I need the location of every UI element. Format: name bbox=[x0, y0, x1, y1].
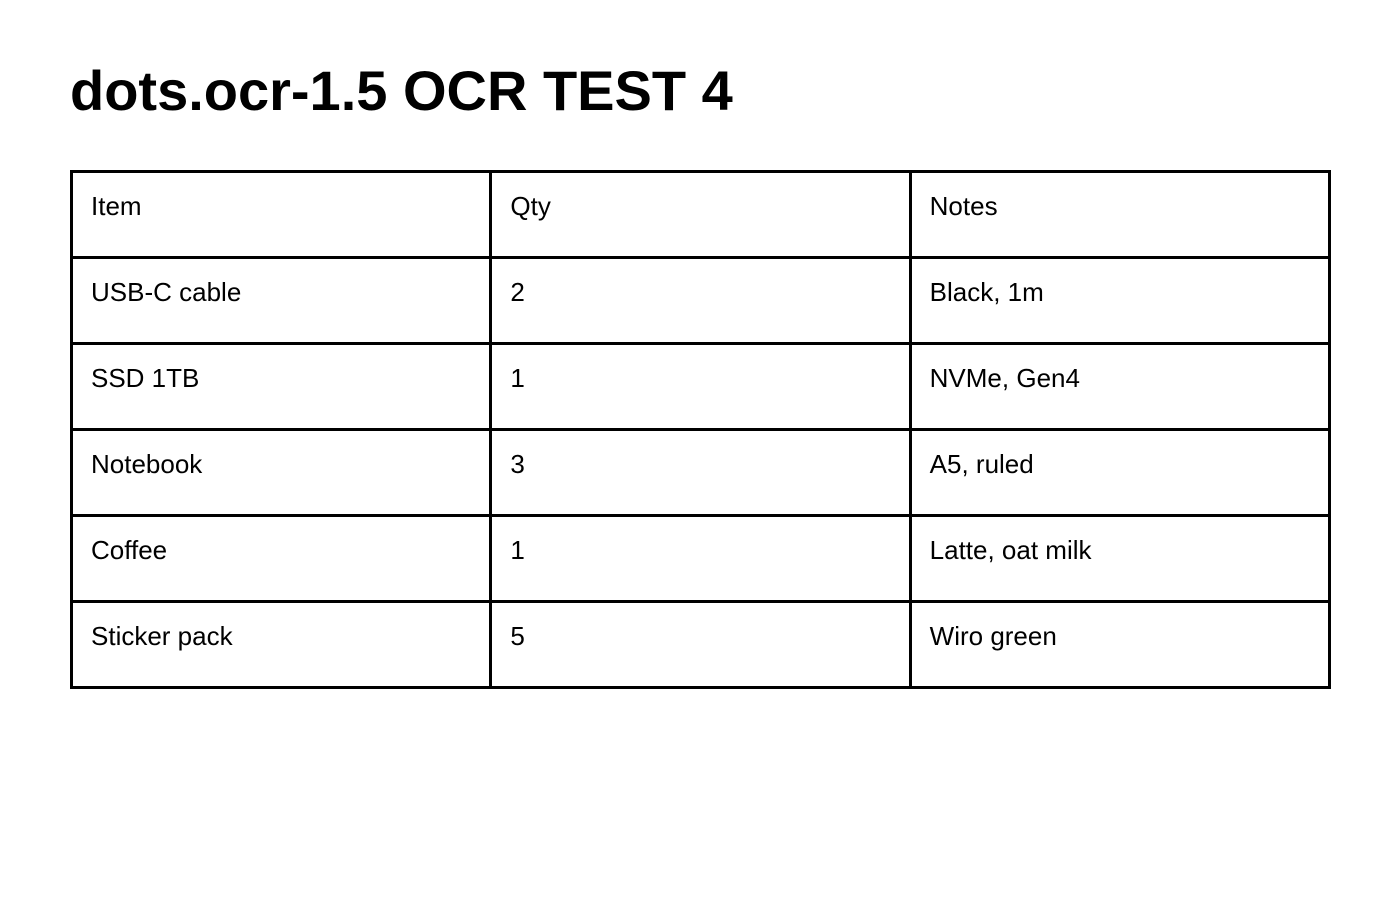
table-row: Coffee 1 Latte, oat milk bbox=[69, 514, 1332, 603]
cell-qty: 3 bbox=[489, 428, 912, 517]
cell-qty: 1 bbox=[489, 342, 912, 431]
cell-notes: Latte, oat milk bbox=[908, 514, 1332, 603]
cell-item: Sticker pack bbox=[69, 600, 493, 689]
table-row: USB-C cable 2 Black, 1m bbox=[69, 256, 1332, 345]
header-item: Item bbox=[69, 170, 493, 259]
cell-notes: Wiro green bbox=[908, 600, 1332, 689]
table-header-row: Item Qty Notes bbox=[69, 170, 1332, 259]
cell-qty: 1 bbox=[489, 514, 912, 603]
cell-item: SSD 1TB bbox=[69, 342, 493, 431]
cell-notes: NVMe, Gen4 bbox=[908, 342, 1332, 431]
page-title: dots.ocr-1.5 OCR TEST 4 bbox=[70, 59, 733, 122]
cell-notes: Black, 1m bbox=[908, 256, 1332, 345]
cell-item: Notebook bbox=[69, 428, 493, 517]
header-qty: Qty bbox=[489, 170, 912, 259]
table-row: SSD 1TB 1 NVMe, Gen4 bbox=[69, 342, 1332, 431]
cell-notes: A5, ruled bbox=[908, 428, 1332, 517]
table-row: Notebook 3 A5, ruled bbox=[69, 428, 1332, 517]
header-notes: Notes bbox=[908, 170, 1332, 259]
items-table: Item Qty Notes USB-C cable 2 Black, 1m S… bbox=[69, 170, 1332, 689]
table-row: Sticker pack 5 Wiro green bbox=[69, 600, 1332, 689]
cell-item: USB-C cable bbox=[69, 256, 493, 345]
cell-qty: 5 bbox=[489, 600, 912, 689]
cell-qty: 2 bbox=[489, 256, 912, 345]
cell-item: Coffee bbox=[69, 514, 493, 603]
